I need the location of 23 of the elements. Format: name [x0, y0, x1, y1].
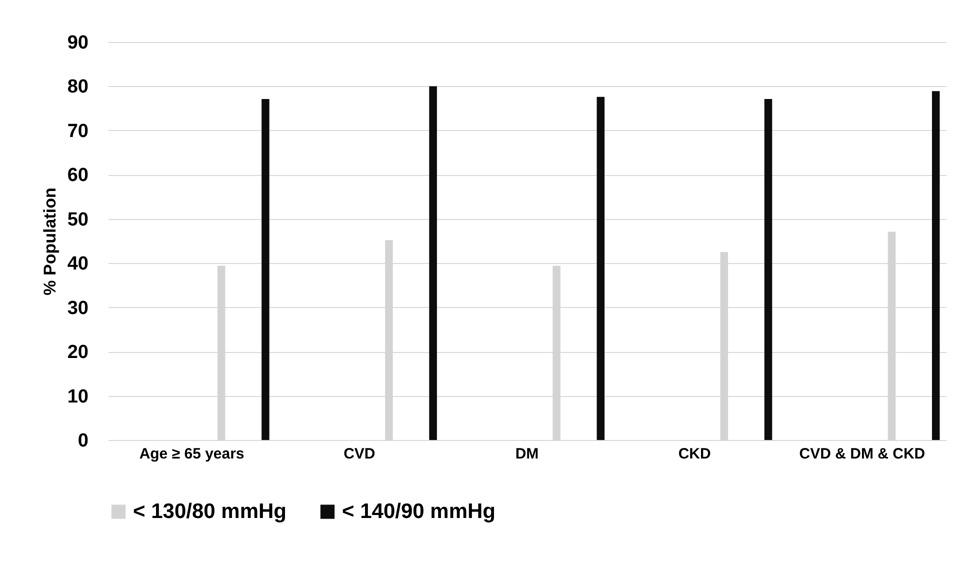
y-tick-label: 30 — [67, 298, 88, 319]
x-tick-label: Age ≥ 65 years — [139, 446, 244, 462]
bar — [262, 99, 270, 440]
y-tick-label: 90 — [67, 32, 88, 54]
y-tick-label: 20 — [67, 342, 88, 364]
y-tick-label: 40 — [67, 254, 88, 275]
legend-label: < 140/90 mmHg — [342, 500, 496, 523]
x-tick-label: CVD — [344, 446, 376, 462]
y-tick-label: 80 — [67, 76, 88, 98]
legend-label: < 130/80 mmHg — [133, 500, 287, 523]
bar — [596, 96, 605, 440]
y-tick-label: 0 — [78, 430, 88, 452]
bar — [764, 99, 772, 440]
x-tick-label: CVD & DM & CKD — [799, 446, 926, 462]
bar — [932, 91, 940, 440]
x-tick-label: CKD — [678, 446, 712, 462]
bar — [429, 86, 437, 440]
x-tick-label: DM — [515, 446, 539, 462]
y-tick-label: 50 — [67, 209, 88, 230]
y-axis-title: % Population — [40, 188, 60, 296]
y-tick-label: 60 — [67, 165, 88, 186]
y-tick-label: 10 — [67, 386, 88, 408]
y-tick-label: 70 — [67, 120, 88, 142]
